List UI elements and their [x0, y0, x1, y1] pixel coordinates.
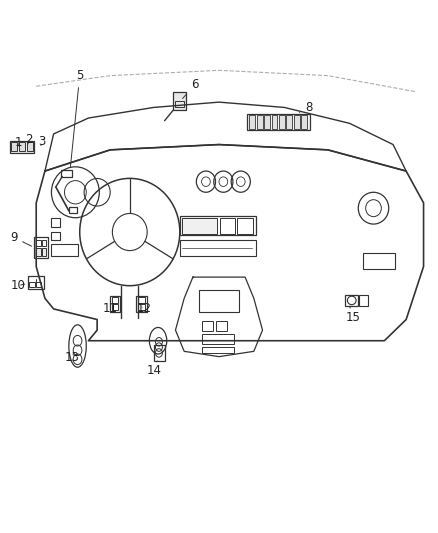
Bar — [36, 282, 42, 287]
Bar — [363, 253, 395, 269]
Bar — [279, 115, 285, 128]
Bar — [42, 248, 46, 256]
Bar — [28, 276, 44, 289]
Bar — [27, 142, 33, 151]
Bar — [247, 114, 311, 130]
Bar — [220, 217, 235, 233]
Text: 9: 9 — [10, 231, 32, 246]
Bar — [112, 304, 118, 310]
Bar — [36, 248, 41, 256]
Bar — [110, 296, 120, 312]
Bar — [173, 92, 186, 110]
Text: 13: 13 — [65, 351, 80, 364]
Bar — [272, 115, 277, 128]
Bar — [69, 207, 77, 214]
Bar — [138, 304, 145, 310]
Text: 6: 6 — [183, 78, 199, 99]
Bar — [216, 320, 227, 331]
Bar — [264, 115, 270, 128]
Bar — [11, 142, 18, 151]
Bar — [180, 216, 256, 235]
Bar — [301, 115, 307, 128]
Bar — [19, 142, 25, 151]
Bar — [182, 217, 217, 233]
Text: 5: 5 — [71, 69, 83, 167]
Text: 1: 1 — [15, 136, 22, 149]
Bar — [112, 297, 118, 303]
Bar — [51, 244, 78, 256]
Bar — [176, 101, 184, 108]
Text: 14: 14 — [147, 361, 162, 377]
Bar — [34, 237, 48, 258]
Bar — [36, 240, 41, 246]
Bar — [136, 296, 147, 312]
Bar — [29, 282, 35, 287]
Bar — [250, 115, 255, 128]
Text: 11: 11 — [102, 302, 118, 316]
Bar — [294, 115, 300, 128]
Bar — [359, 295, 368, 306]
Bar — [180, 240, 256, 256]
Bar — [199, 290, 239, 312]
Bar — [61, 170, 72, 177]
Text: 15: 15 — [346, 306, 360, 324]
Text: 12: 12 — [137, 302, 152, 316]
Bar — [202, 320, 213, 331]
Bar — [138, 297, 145, 303]
Bar — [201, 334, 234, 344]
Bar — [10, 141, 34, 152]
Bar — [42, 240, 46, 246]
Bar — [257, 115, 262, 128]
Bar — [201, 346, 234, 353]
Bar — [286, 115, 292, 128]
Text: 3: 3 — [38, 135, 45, 148]
Text: 10: 10 — [11, 279, 25, 292]
Text: 8: 8 — [300, 101, 312, 114]
Bar — [237, 217, 253, 233]
Bar — [154, 345, 165, 361]
Text: 2: 2 — [25, 133, 32, 146]
Bar — [51, 218, 60, 227]
Bar — [345, 295, 358, 306]
Bar — [51, 231, 60, 240]
